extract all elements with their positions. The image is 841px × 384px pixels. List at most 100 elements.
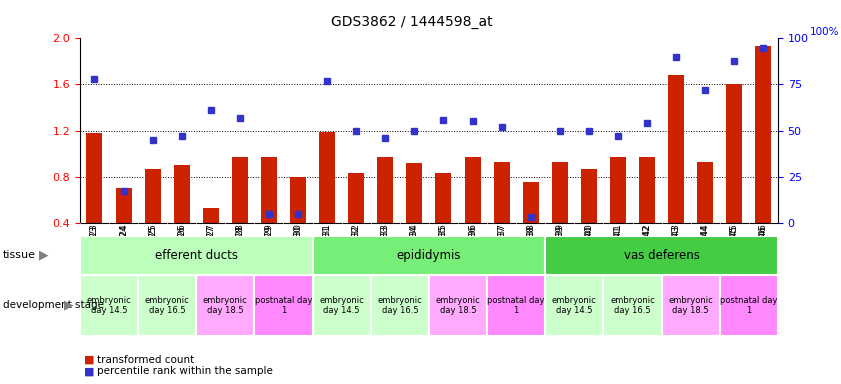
Bar: [523, 182, 539, 223]
Text: GSM560941: GSM560941: [613, 225, 622, 280]
Bar: [290, 177, 306, 223]
Text: GSM560933: GSM560933: [381, 223, 389, 278]
Bar: [145, 169, 161, 223]
Text: embryonic
day 18.5: embryonic day 18.5: [669, 296, 713, 315]
Text: GSM560931: GSM560931: [323, 225, 331, 280]
Text: GSM560923: GSM560923: [90, 223, 99, 278]
Bar: [603, 275, 662, 336]
Text: GSM560929: GSM560929: [264, 223, 273, 278]
Text: GSM560923: GSM560923: [90, 225, 99, 280]
Text: GSM560943: GSM560943: [672, 223, 680, 278]
Text: efferent ducts: efferent ducts: [155, 249, 238, 262]
Bar: [319, 132, 335, 223]
Text: GSM560935: GSM560935: [439, 223, 448, 278]
Bar: [464, 157, 480, 223]
Text: GSM560942: GSM560942: [643, 223, 652, 278]
Bar: [254, 275, 313, 336]
Text: GSM560936: GSM560936: [468, 223, 477, 278]
Bar: [697, 162, 713, 223]
Text: GSM560932: GSM560932: [352, 223, 361, 278]
Bar: [196, 275, 254, 336]
Text: GSM560937: GSM560937: [497, 225, 506, 280]
Text: ▶: ▶: [39, 249, 49, 262]
Bar: [487, 275, 545, 336]
Text: GSM560932: GSM560932: [352, 225, 361, 280]
Text: GSM560945: GSM560945: [730, 225, 738, 280]
Text: embryonic
day 16.5: embryonic day 16.5: [610, 296, 655, 315]
Text: epididymis: epididymis: [397, 249, 461, 262]
Text: GSM560933: GSM560933: [381, 225, 389, 280]
Bar: [639, 157, 655, 223]
Bar: [261, 157, 277, 223]
Text: GSM560940: GSM560940: [584, 223, 594, 278]
Text: GSM560938: GSM560938: [526, 225, 535, 280]
Text: postnatal day
1: postnatal day 1: [255, 296, 312, 315]
Bar: [138, 275, 196, 336]
Text: postnatal day
1: postnatal day 1: [488, 296, 545, 315]
Text: GSM560934: GSM560934: [410, 223, 419, 278]
Text: GDS3862 / 1444598_at: GDS3862 / 1444598_at: [331, 15, 493, 29]
Bar: [313, 236, 545, 275]
Bar: [545, 236, 778, 275]
Text: GSM560935: GSM560935: [439, 225, 448, 280]
Text: vas deferens: vas deferens: [624, 249, 700, 262]
Bar: [313, 275, 371, 336]
Text: ■: ■: [84, 355, 94, 365]
Text: GSM560939: GSM560939: [555, 223, 564, 278]
Text: GSM560928: GSM560928: [235, 223, 245, 278]
Text: postnatal day
1: postnatal day 1: [720, 296, 778, 315]
Text: tissue: tissue: [3, 250, 35, 260]
Text: GSM560925: GSM560925: [148, 225, 157, 280]
Text: GSM560939: GSM560939: [555, 225, 564, 280]
Text: GSM560934: GSM560934: [410, 225, 419, 280]
Text: embryonic
day 14.5: embryonic day 14.5: [320, 296, 364, 315]
Text: GSM560945: GSM560945: [730, 223, 738, 278]
Text: GSM560946: GSM560946: [759, 225, 768, 280]
Bar: [552, 162, 568, 223]
Text: GSM560941: GSM560941: [613, 223, 622, 278]
Text: GSM560944: GSM560944: [701, 225, 710, 280]
Text: ▶: ▶: [64, 299, 74, 312]
Text: embryonic
day 18.5: embryonic day 18.5: [436, 296, 480, 315]
Text: GSM560927: GSM560927: [206, 223, 215, 278]
Text: GSM560930: GSM560930: [294, 223, 303, 278]
Bar: [406, 163, 422, 223]
Text: GSM560938: GSM560938: [526, 223, 535, 278]
Text: 100%: 100%: [809, 26, 838, 36]
Text: GSM560926: GSM560926: [177, 225, 186, 280]
Bar: [115, 188, 131, 223]
Text: GSM560944: GSM560944: [701, 223, 710, 278]
Bar: [545, 275, 603, 336]
Bar: [581, 169, 597, 223]
Text: GSM560928: GSM560928: [235, 225, 245, 280]
Bar: [436, 173, 452, 223]
Text: GSM560927: GSM560927: [206, 225, 215, 280]
Bar: [174, 165, 190, 223]
Bar: [720, 275, 778, 336]
Bar: [494, 162, 510, 223]
Bar: [371, 275, 429, 336]
Bar: [348, 173, 364, 223]
Text: GSM560940: GSM560940: [584, 225, 594, 280]
Text: embryonic
day 14.5: embryonic day 14.5: [552, 296, 597, 315]
Bar: [727, 84, 743, 223]
Text: embryonic
day 14.5: embryonic day 14.5: [87, 296, 131, 315]
Bar: [662, 275, 720, 336]
Bar: [232, 157, 248, 223]
Bar: [87, 133, 103, 223]
Text: GSM560937: GSM560937: [497, 223, 506, 278]
Text: embryonic
day 16.5: embryonic day 16.5: [145, 296, 189, 315]
Text: GSM560924: GSM560924: [119, 225, 128, 280]
Text: GSM560924: GSM560924: [119, 223, 128, 278]
Text: GSM560925: GSM560925: [148, 223, 157, 278]
Text: ■: ■: [84, 366, 94, 376]
Bar: [668, 75, 684, 223]
Bar: [378, 157, 394, 223]
Bar: [203, 208, 219, 223]
Text: percentile rank within the sample: percentile rank within the sample: [97, 366, 272, 376]
Text: GSM560936: GSM560936: [468, 225, 477, 280]
Bar: [80, 275, 138, 336]
Text: GSM560942: GSM560942: [643, 225, 652, 280]
Text: development stage: development stage: [3, 300, 103, 310]
Bar: [755, 46, 771, 223]
